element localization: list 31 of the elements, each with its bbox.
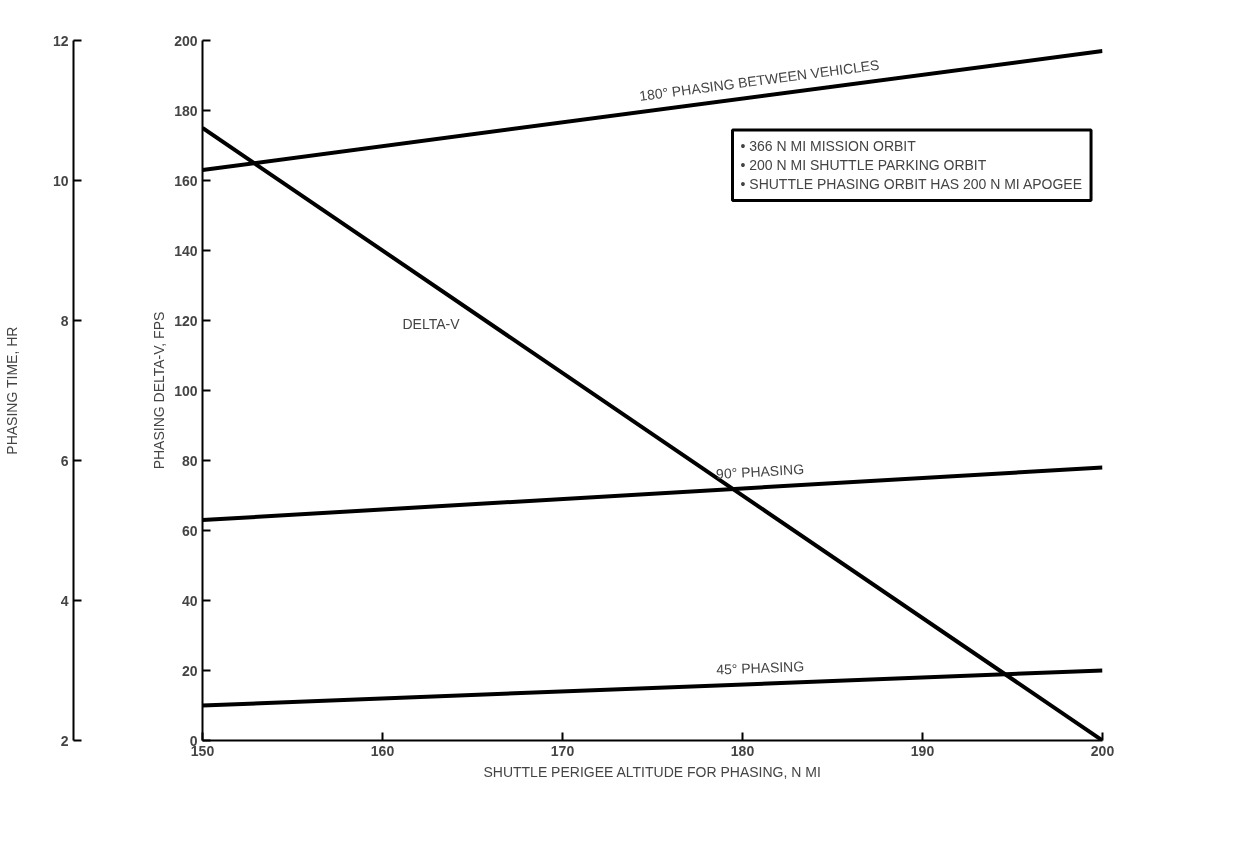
annotation: • 366 N MI MISSION ORBIT bbox=[740, 138, 917, 155]
series-label: DELTA-V bbox=[402, 316, 461, 333]
y2-tick-label: 120 bbox=[174, 312, 198, 329]
y-tick-label: 6 bbox=[60, 452, 69, 469]
y2-tick-label: 140 bbox=[174, 242, 198, 259]
x-tick-label: 180 bbox=[730, 742, 755, 759]
y-tick-label: 10 bbox=[52, 172, 69, 189]
series-label: 90° PHASING bbox=[715, 460, 805, 483]
y-tick-label: 12 bbox=[52, 32, 69, 49]
x-tick-label: 190 bbox=[910, 742, 935, 759]
y-tick-label: 4 bbox=[60, 592, 69, 609]
y-axis-title: PHASING TIME, HR bbox=[3, 326, 20, 455]
y2-tick-label: 80 bbox=[181, 452, 198, 469]
y-tick-label: 2 bbox=[60, 732, 69, 749]
y2-tick-label: 160 bbox=[174, 172, 198, 189]
annotation: • SHUTTLE PHASING ORBIT HAS 200 N MI APOGEE bbox=[740, 176, 1083, 193]
y2-tick-label: 40 bbox=[181, 592, 198, 609]
x-tick-label: 160 bbox=[370, 742, 395, 759]
y2-tick-label: 100 bbox=[174, 382, 198, 399]
text: 180° PHASING BETWEEN VEHICLES bbox=[638, 56, 881, 105]
x-axis-title: SHUTTLE PERIGEE ALTITUDE FOR PHASING, N MI bbox=[483, 763, 821, 780]
y2-axis-title: PHASING DELTA-V, FPS bbox=[151, 311, 168, 470]
y2-tick-label: 200 bbox=[174, 32, 198, 49]
series-label: 45° PHASING bbox=[715, 658, 805, 678]
y2-tick-label: 180 bbox=[174, 102, 198, 119]
x-tick-label: 170 bbox=[550, 742, 575, 759]
y2-tick-label: 60 bbox=[181, 522, 198, 539]
x-tick-label: 200 bbox=[1090, 742, 1115, 759]
y2-tick-label: 20 bbox=[181, 662, 198, 679]
y-tick-label: 8 bbox=[60, 312, 69, 329]
annotation: • 200 N MI SHUTTLE PARKING ORBIT bbox=[740, 157, 987, 174]
